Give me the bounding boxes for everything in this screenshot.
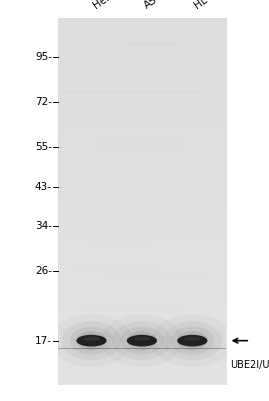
Text: 17-: 17-: [35, 336, 52, 346]
Text: 72-: 72-: [35, 97, 52, 107]
Ellipse shape: [62, 321, 121, 360]
Ellipse shape: [76, 331, 107, 350]
Ellipse shape: [134, 337, 150, 340]
Ellipse shape: [184, 337, 201, 340]
Ellipse shape: [76, 335, 107, 346]
Ellipse shape: [70, 326, 113, 355]
Ellipse shape: [127, 331, 157, 350]
Ellipse shape: [177, 331, 207, 350]
Text: 43-: 43-: [35, 182, 52, 192]
Text: 95-: 95-: [35, 52, 52, 62]
Text: HL-60: HL-60: [192, 0, 223, 11]
Ellipse shape: [177, 335, 207, 346]
Text: 26-: 26-: [35, 265, 52, 275]
Text: UBE2I/UBC9: UBE2I/UBC9: [230, 360, 269, 370]
Text: Hela: Hela: [91, 0, 116, 11]
Text: 55-: 55-: [35, 142, 52, 152]
Ellipse shape: [120, 326, 164, 355]
Text: 34-: 34-: [35, 221, 52, 231]
Ellipse shape: [112, 321, 172, 360]
Ellipse shape: [171, 326, 214, 355]
Ellipse shape: [162, 321, 222, 360]
Ellipse shape: [127, 335, 157, 346]
Text: A549: A549: [142, 0, 170, 11]
Ellipse shape: [83, 337, 100, 340]
